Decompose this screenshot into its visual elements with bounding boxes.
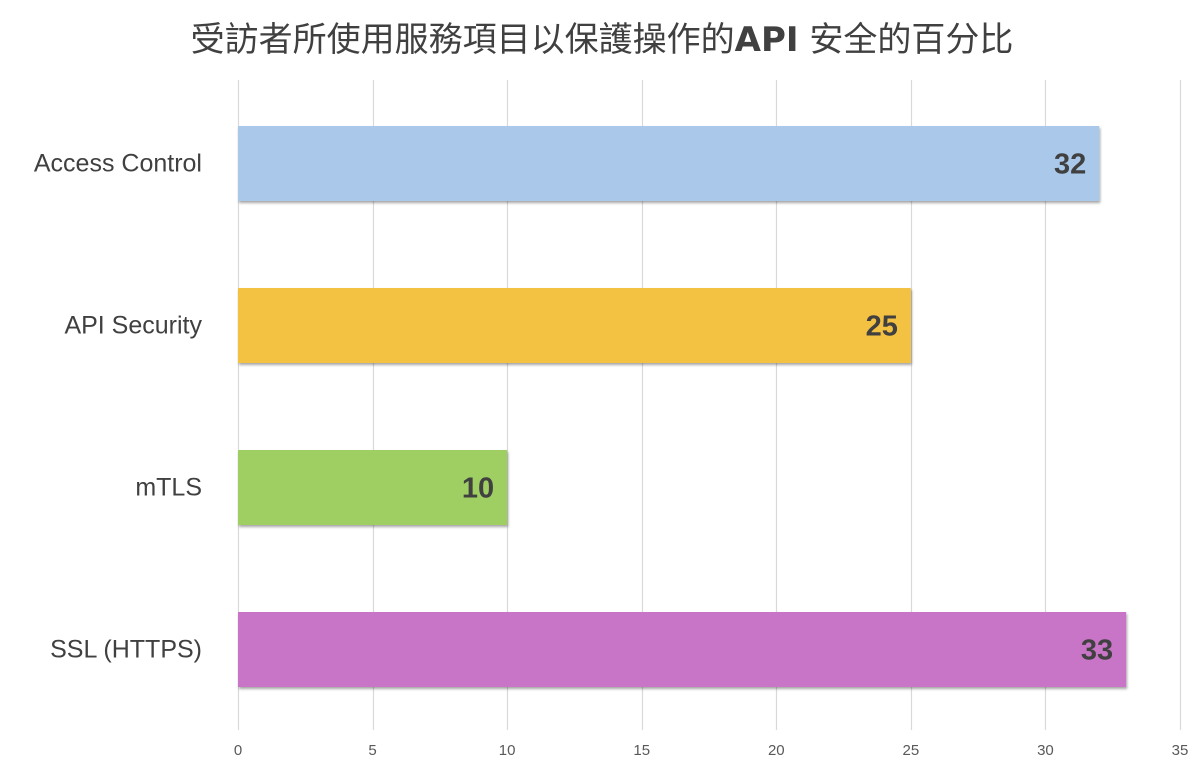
x-tick-label: 15	[633, 742, 650, 759]
bar	[238, 288, 911, 363]
bar	[238, 612, 1127, 687]
chart-title-suffix: 安全的百分比	[798, 20, 1014, 60]
category-label: SSL (HTTPS)	[50, 636, 202, 664]
x-tick-label: 5	[368, 742, 376, 759]
chart-title: 受訪者所使用服務項目以保護操作的API 安全的百分比	[0, 12, 1204, 61]
x-tick-label: 25	[903, 742, 920, 759]
data-label: 33	[1081, 635, 1113, 667]
x-tick-label: 30	[1037, 742, 1054, 759]
data-labels: 32 25 10 33	[462, 149, 1113, 667]
x-tick-label: 20	[768, 742, 785, 759]
data-label: 10	[462, 473, 494, 505]
chart-title-bold: API	[734, 20, 799, 60]
data-label: 32	[1054, 149, 1086, 181]
bar	[238, 126, 1100, 201]
x-tick-label: 10	[499, 742, 516, 759]
bar	[238, 450, 508, 525]
bars	[238, 126, 1127, 687]
category-label: API Security	[64, 312, 202, 340]
chart-title-prefix: 受訪者所使用服務項目以保護操作的	[190, 20, 735, 60]
x-tick-labels: 0 5 10 15 20 25 30 35	[234, 742, 1189, 759]
category-label: mTLS	[135, 474, 202, 502]
category-labels: Access Control API Security mTLS SSL (HTTPS…	[34, 150, 203, 664]
x-tick-label: 0	[234, 742, 242, 759]
x-tick-label: 35	[1172, 742, 1189, 759]
category-label: Access Control	[34, 150, 202, 178]
data-label: 25	[866, 311, 898, 343]
